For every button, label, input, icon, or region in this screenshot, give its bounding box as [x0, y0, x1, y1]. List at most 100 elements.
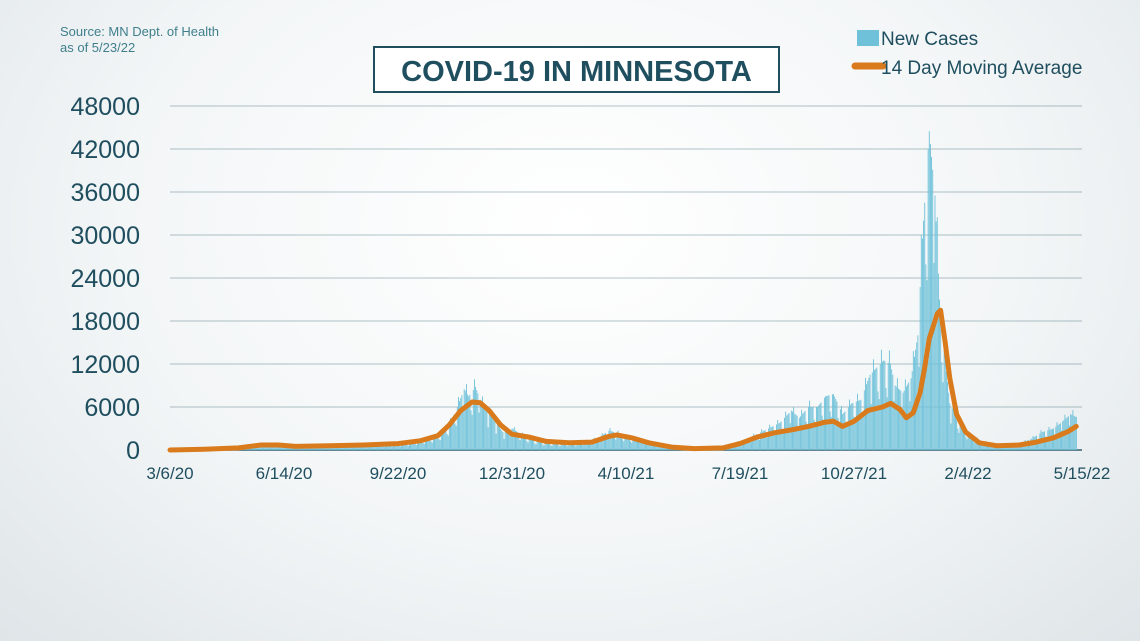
- legend-label-moving-average: 14 Day Moving Average: [881, 58, 1082, 79]
- new-cases-bar: [642, 440, 644, 450]
- new-cases-bar: [863, 390, 865, 450]
- moving-average-line: [167, 307, 1079, 453]
- new-cases-bar: [513, 426, 515, 450]
- new-cases-bar: [447, 435, 449, 450]
- new-cases-bar: [393, 444, 394, 450]
- new-cases-bar: [768, 428, 770, 450]
- new-cases-bar: [510, 435, 512, 450]
- new-cases-bar: [870, 404, 872, 450]
- new-cases-bar: [503, 438, 505, 450]
- new-cases-bar: [777, 420, 779, 450]
- new-cases-bar: [953, 412, 955, 450]
- new-cases-bar: [935, 221, 937, 450]
- new-cases-bar: [255, 447, 257, 450]
- new-cases-bar: [634, 438, 636, 450]
- x-tick-label: 2/4/22: [944, 464, 991, 483]
- new-cases-bar: [901, 409, 903, 450]
- new-cases-bar: [361, 445, 363, 450]
- new-cases-bar: [781, 429, 783, 450]
- new-cases-bar: [582, 444, 584, 450]
- new-cases-bar: [862, 416, 864, 450]
- new-cases-bar: [618, 433, 620, 450]
- new-cases-bar: [771, 426, 773, 450]
- new-cases-bar: [545, 442, 547, 450]
- new-cases-bar: [496, 424, 498, 450]
- new-cases-bar: [567, 446, 569, 450]
- new-cases-bar: [955, 415, 956, 450]
- new-cases-bar: [391, 446, 393, 450]
- new-cases-bar: [969, 435, 971, 450]
- new-cases-bar: [587, 440, 589, 450]
- y-tick-label: 42000: [70, 136, 140, 164]
- new-cases-bar: [276, 446, 278, 450]
- new-cases-bar: [334, 446, 336, 450]
- new-cases-bar: [401, 443, 402, 450]
- new-cases-bar: [960, 421, 962, 450]
- new-cases-bar: [584, 441, 586, 450]
- new-cases-bar: [470, 410, 472, 450]
- new-cases-bar: [601, 433, 603, 450]
- y-tick-label: 6000: [84, 394, 140, 422]
- new-cases-bar: [763, 430, 765, 450]
- new-cases-bar: [494, 421, 496, 450]
- new-cases-bar: [594, 439, 596, 450]
- new-cases-bar: [350, 446, 352, 450]
- new-cases-bar: [272, 447, 274, 450]
- new-cases-bar: [559, 446, 561, 450]
- new-cases-bar: [663, 447, 665, 450]
- new-cases-bar: [424, 439, 426, 450]
- new-cases-bar: [528, 438, 530, 450]
- new-cases-bar: [586, 441, 588, 450]
- new-cases-bar: [532, 439, 534, 450]
- new-cases-bar: [842, 414, 844, 450]
- new-cases-bar: [455, 425, 457, 450]
- new-cases-bar: [815, 407, 817, 450]
- new-cases-bar: [403, 443, 405, 450]
- new-cases-bar: [944, 346, 946, 450]
- y-tick-label: 0: [126, 437, 140, 465]
- new-cases-bar: [853, 416, 855, 450]
- new-cases-bar: [589, 440, 591, 450]
- new-cases-bar: [460, 398, 462, 450]
- new-cases-bar: [1061, 430, 1062, 450]
- new-cases-bar: [627, 437, 629, 450]
- new-cases-bar: [1014, 446, 1016, 450]
- new-cases-bar: [989, 445, 991, 450]
- new-cases-bar: [427, 438, 429, 450]
- new-cases-bar: [453, 414, 455, 450]
- new-cases-bar: [866, 384, 868, 450]
- y-tick-label: 24000: [70, 265, 140, 293]
- new-cases-bar: [409, 442, 410, 450]
- new-cases-bar: [318, 447, 320, 450]
- new-cases-bar: [382, 446, 384, 450]
- new-cases-bar: [468, 396, 470, 450]
- new-cases-bar: [277, 446, 279, 450]
- new-cases-bar: [659, 445, 661, 450]
- new-cases-bar: [326, 447, 328, 450]
- new-cases-bar: [927, 149, 929, 450]
- new-cases-bar: [282, 445, 284, 450]
- new-cases-bar: [903, 390, 905, 450]
- new-cases-bar: [649, 441, 651, 450]
- new-cases-bar: [752, 436, 754, 450]
- new-cases-bar: [473, 379, 475, 450]
- new-cases-bar: [267, 445, 269, 450]
- new-cases-bar: [489, 409, 491, 450]
- new-cases-bar: [746, 438, 748, 450]
- new-cases-bar: [929, 143, 931, 450]
- new-cases-bar: [640, 439, 642, 450]
- new-cases-bar: [402, 442, 404, 450]
- new-cases-bar: [802, 413, 804, 450]
- new-cases-bar: [544, 442, 546, 450]
- new-cases-bar: [359, 447, 361, 450]
- new-cases-bar: [806, 425, 808, 450]
- new-cases-bar: [860, 399, 862, 450]
- new-cases-bar: [558, 445, 560, 450]
- new-cases-bar: [851, 403, 853, 450]
- new-cases-bar: [765, 435, 767, 450]
- new-cases-bar: [818, 405, 820, 450]
- new-cases-bar: [812, 407, 814, 450]
- new-cases-bar: [896, 378, 898, 450]
- new-cases-bar: [912, 351, 914, 450]
- title-box: [373, 46, 780, 93]
